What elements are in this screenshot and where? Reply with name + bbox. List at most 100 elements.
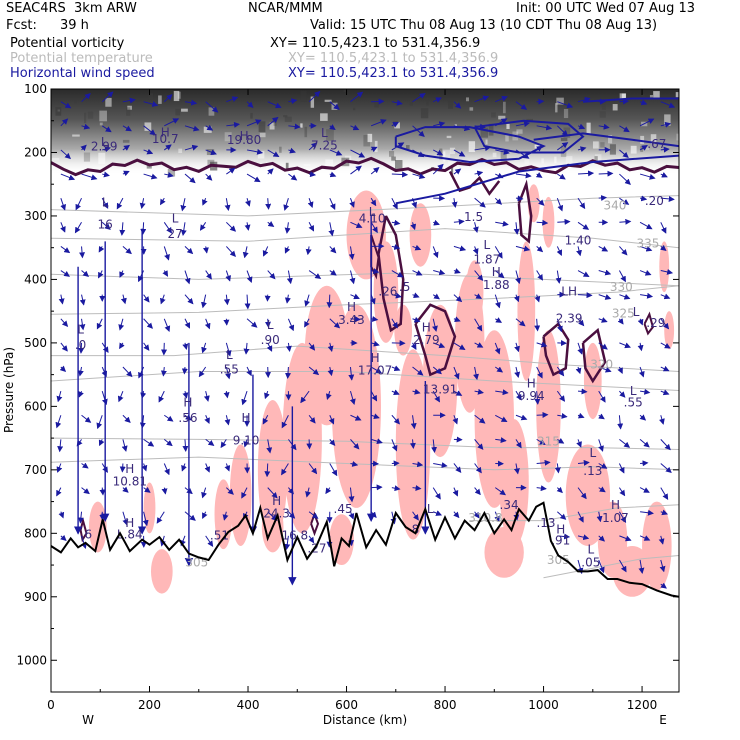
- stratosphere-texture: [363, 134, 371, 147]
- wind-vector: [329, 318, 341, 329]
- stratosphere-texture: [279, 146, 282, 153]
- wind-vector: [204, 415, 210, 424]
- wind-vector: [556, 125, 569, 137]
- pv-label: .67: [647, 137, 666, 151]
- wind-vector: [184, 414, 192, 421]
- wind-vector: [304, 294, 310, 307]
- wind-vector: [391, 244, 401, 250]
- y-tick-label: 1000: [16, 653, 47, 667]
- wind-vector: [598, 123, 610, 130]
- wind-vector: [639, 245, 653, 252]
- wind-vector: [432, 163, 444, 175]
- wind-vector: [391, 414, 401, 425]
- wind-vector: [137, 270, 145, 283]
- pv-label: L: [101, 135, 108, 149]
- wind-vector: [577, 96, 591, 103]
- wind-vector: [141, 463, 148, 472]
- stratosphere-texture: [177, 91, 181, 99]
- wind-vector: [204, 318, 211, 330]
- stratosphere-texture: [98, 152, 106, 164]
- wind-vector: [79, 294, 86, 306]
- wind-vector: [350, 439, 360, 450]
- wind-vector: [495, 149, 510, 155]
- stratosphere-texture: [468, 141, 476, 153]
- wind-vector: [58, 294, 65, 305]
- wind-vector: [164, 171, 174, 178]
- wind-vector: [660, 509, 669, 516]
- wind-vector: [75, 197, 82, 211]
- theta-label: 335: [637, 237, 660, 251]
- wind-vector: [309, 171, 317, 178]
- wind-vector: [536, 270, 543, 281]
- wind-vector: [451, 198, 458, 208]
- wind-vector: [494, 342, 501, 355]
- stratosphere-texture: [560, 137, 568, 142]
- pv-label: 16: [98, 218, 113, 232]
- wind-vector: [432, 246, 439, 259]
- stratosphere-texture: [505, 134, 509, 142]
- wind-vector: [453, 245, 467, 252]
- wind-vector: [536, 438, 546, 445]
- wind-vector: [308, 90, 321, 103]
- x-tick-label: 0: [47, 698, 55, 712]
- pv-label: .56: [178, 411, 197, 425]
- wind-vector: [283, 198, 290, 211]
- pv-label: .34: [500, 498, 519, 512]
- stratosphere-texture: [500, 150, 507, 162]
- wind-vector: [598, 366, 612, 373]
- pv-label: L: [77, 322, 84, 336]
- wind-vector: [225, 342, 232, 357]
- wind-vector: [203, 391, 210, 402]
- wind-vector: [515, 121, 531, 128]
- wind-vector: [223, 294, 230, 306]
- stratosphere-texture: [592, 141, 599, 149]
- wind-vector: [281, 463, 289, 476]
- pv-label: .5: [399, 280, 410, 294]
- pv-label: H: [422, 320, 431, 334]
- field-theta-name: Potential temperature: [10, 51, 153, 66]
- wind-vector: [246, 101, 254, 108]
- wind-vector: [660, 195, 675, 202]
- wind-vector: [60, 318, 69, 328]
- wind-vector: [598, 294, 612, 300]
- wind-vector: [56, 391, 63, 403]
- wind-vector: [60, 534, 67, 542]
- wind-vector: [119, 342, 125, 350]
- stratosphere-texture: [608, 135, 613, 144]
- wind-vector: [281, 415, 289, 429]
- wind-vector: [412, 316, 421, 323]
- pv-label: H: [492, 265, 501, 279]
- wind-vector: [160, 197, 166, 206]
- y-tick-label: 800: [24, 526, 47, 540]
- wind-vector: [412, 244, 422, 251]
- wind-vector: [554, 463, 561, 474]
- wind-vector: [556, 486, 563, 494]
- wind-vector: [56, 487, 62, 497]
- wind-vector: [495, 414, 508, 422]
- wind-vector: [618, 463, 625, 474]
- wind-vector: [143, 342, 150, 351]
- wind-vector: [101, 197, 109, 209]
- wind-vector: [577, 318, 585, 327]
- y-axis-label: Pressure (hPa): [2, 347, 16, 433]
- wind-vector: [143, 125, 156, 136]
- east-label: E: [659, 713, 667, 727]
- wind-vector: [577, 459, 590, 466]
- wind-vector: [556, 366, 565, 377]
- wind-vector: [495, 172, 504, 179]
- wind-vector: [432, 97, 442, 103]
- wind-vector: [391, 99, 403, 106]
- wind-vector: [433, 121, 446, 128]
- wind-vector: [660, 365, 670, 372]
- wind-vector: [410, 415, 417, 430]
- pv-label: L: [172, 211, 179, 225]
- stratosphere-texture: [83, 152, 91, 162]
- stratosphere-texture: [526, 118, 533, 122]
- wind-vector: [557, 533, 571, 540]
- wind-vector: [598, 486, 606, 493]
- pv-label: L: [427, 502, 434, 516]
- wind-vector: [660, 172, 668, 178]
- wind-vector: [205, 173, 213, 181]
- wind-vector: [60, 118, 69, 127]
